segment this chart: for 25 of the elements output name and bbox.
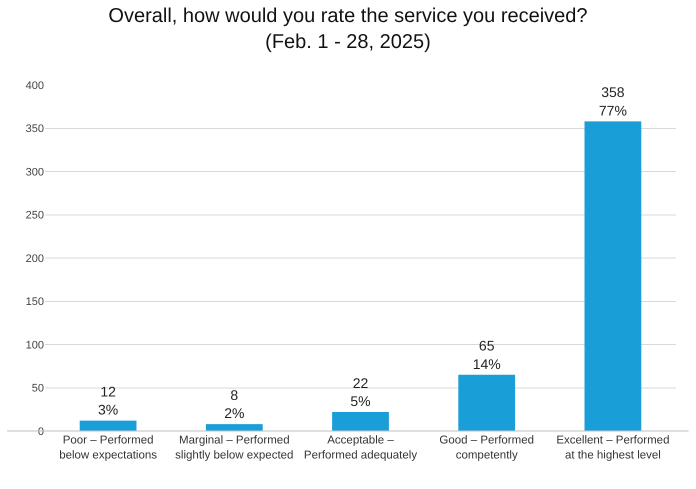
y-tick-label: 100	[26, 339, 44, 352]
data-label: 22 5%	[350, 374, 371, 409]
y-tick-label: 150	[26, 296, 44, 308]
x-tick-label: Acceptable – Performed adequately	[304, 434, 418, 462]
bar	[584, 121, 642, 431]
y-tick-label: 400	[26, 80, 44, 92]
y-tick-label: 350	[26, 123, 44, 136]
x-tick-label: Marginal – Performed slightly below expected	[175, 434, 294, 462]
chart-subtitle: (Feb. 1 - 28, 2025)	[265, 31, 431, 54]
y-tick-label: 250	[26, 210, 44, 222]
x-tick-label: Good – Performed competently	[439, 434, 534, 462]
bar	[206, 424, 263, 431]
bar	[332, 412, 389, 431]
x-tick-label: Excellent – Performed at the highest level	[556, 434, 670, 462]
data-label: 358 77%	[598, 84, 627, 118]
y-tick-label: 50	[32, 382, 44, 395]
bar	[80, 420, 136, 431]
data-label: 8 2%	[224, 386, 244, 422]
chart-title: Overall, how would you rate the service you received?	[108, 5, 588, 28]
x-tick-label: Poor – Performed below expectations	[59, 434, 158, 462]
y-tick-label: 200	[26, 252, 44, 265]
bar	[458, 374, 516, 431]
data-label: 12 3%	[98, 383, 118, 418]
data-label: 65 14%	[472, 338, 501, 372]
y-tick-label: 300	[26, 166, 44, 178]
